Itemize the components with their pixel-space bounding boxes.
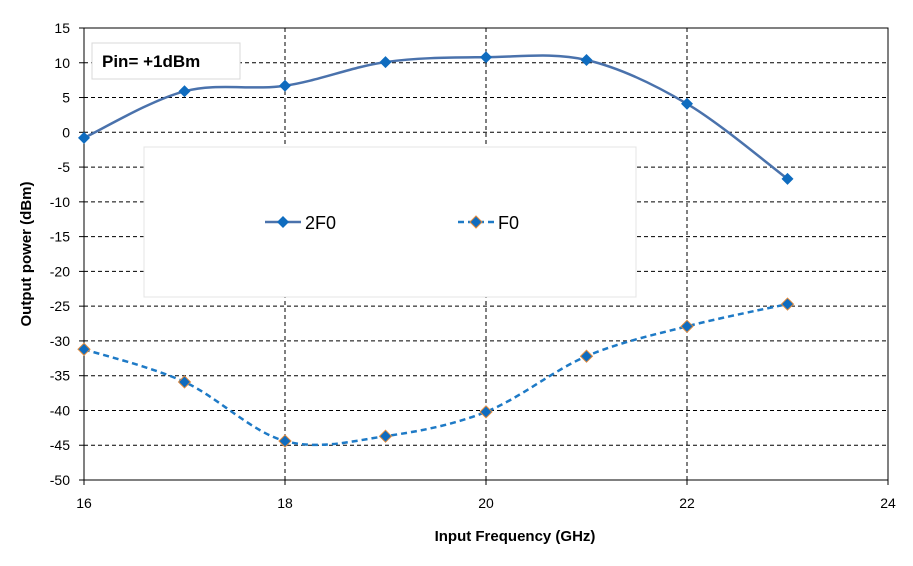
data-point-2F0 xyxy=(580,53,593,66)
y-tick-label: -25 xyxy=(50,298,70,314)
annotation-text: Pin= +1dBm xyxy=(102,52,200,71)
x-tick-label: 20 xyxy=(478,495,494,511)
legend-marker-2F0 xyxy=(277,216,289,228)
data-point-2F0 xyxy=(681,97,693,110)
data-point-2F0 xyxy=(379,56,392,69)
data-point-F0 xyxy=(780,297,795,311)
legend-label-2F0: 2F0 xyxy=(305,213,336,233)
data-point-F0 xyxy=(680,319,694,334)
data-point-2F0 xyxy=(78,131,90,144)
legend-box xyxy=(143,146,637,298)
data-point-2F0 xyxy=(781,172,794,185)
y-tick-label: -5 xyxy=(58,159,71,175)
y-tick-label: 10 xyxy=(54,55,70,71)
data-point-2F0 xyxy=(279,79,291,92)
data-point-F0 xyxy=(278,434,292,448)
x-tick-label: 22 xyxy=(679,495,695,511)
y-tick-label: -40 xyxy=(50,402,70,418)
y-tick-label: -45 xyxy=(50,437,70,453)
data-point-2F0 xyxy=(480,51,492,64)
y-tick-label: -35 xyxy=(50,368,70,384)
y-tick-label: 0 xyxy=(62,124,70,140)
annotation-box xyxy=(91,42,241,80)
y-tick-label: -10 xyxy=(50,194,70,210)
y-tick-label: 15 xyxy=(54,20,70,36)
data-point-F0 xyxy=(479,405,493,419)
data-point-F0 xyxy=(378,429,393,443)
x-tick-label: 16 xyxy=(76,495,92,511)
x-axis-label: Input Frequency (GHz) xyxy=(435,528,596,545)
y-tick-label: 5 xyxy=(62,90,70,106)
x-tick-label: 18 xyxy=(277,495,293,511)
legend-label-F0: F0 xyxy=(498,213,519,233)
data-point-F0 xyxy=(177,375,192,389)
y-axis-label: Output power (dBm) xyxy=(18,182,35,327)
x-tick-label: 24 xyxy=(880,495,896,511)
y-tick-label: -30 xyxy=(50,333,70,349)
y-tick-label: -20 xyxy=(50,263,70,279)
data-point-F0 xyxy=(579,349,594,363)
data-point-F0 xyxy=(77,342,91,356)
series-line-F0 xyxy=(83,302,788,447)
data-point-2F0 xyxy=(178,85,191,98)
legend-marker-F0 xyxy=(469,215,483,229)
y-tick-label: -15 xyxy=(50,229,70,245)
y-tick-label: -50 xyxy=(50,472,70,488)
